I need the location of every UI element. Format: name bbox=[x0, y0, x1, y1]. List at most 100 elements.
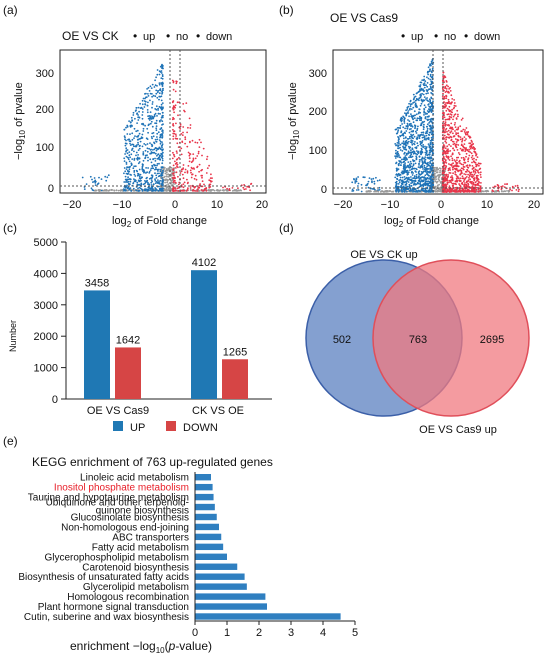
volcano-point bbox=[439, 171, 441, 174]
volcano-point bbox=[194, 157, 197, 160]
volcano-point bbox=[133, 127, 136, 130]
volcano-point bbox=[141, 111, 144, 113]
volcano-point bbox=[426, 168, 428, 171]
volcano-point bbox=[422, 144, 425, 146]
volcano-point bbox=[408, 120, 411, 122]
legend-no-dot: • bbox=[434, 29, 438, 43]
volcano-point bbox=[426, 182, 429, 185]
volcano-point bbox=[147, 101, 149, 104]
volcano-point bbox=[161, 111, 164, 114]
volcano-point bbox=[417, 98, 419, 101]
volcano-point bbox=[468, 176, 470, 179]
volcano-point bbox=[454, 182, 457, 185]
volcano-point bbox=[453, 104, 456, 107]
volcano-point bbox=[94, 189, 97, 192]
volcano-point bbox=[124, 189, 127, 192]
volcano-point bbox=[444, 177, 446, 180]
b-ytick: 100 bbox=[309, 145, 327, 157]
volcano-point bbox=[444, 131, 447, 133]
volcano-point bbox=[129, 142, 131, 145]
volcano-point bbox=[105, 189, 107, 192]
volcano-point bbox=[445, 127, 448, 130]
volcano-point bbox=[403, 156, 406, 159]
volcano-point bbox=[161, 81, 164, 84]
volcano-point bbox=[412, 137, 414, 140]
volcano-point bbox=[414, 183, 417, 186]
volcano-point bbox=[134, 179, 137, 181]
volcano-point bbox=[176, 163, 179, 166]
volcano-point bbox=[174, 187, 177, 190]
volcano-point bbox=[124, 175, 127, 178]
volcano-point bbox=[141, 190, 144, 192]
volcano-point bbox=[130, 153, 133, 156]
volcano-point bbox=[400, 120, 403, 123]
volcano-point bbox=[424, 154, 427, 156]
volcano-point bbox=[360, 183, 363, 186]
volcano-point bbox=[138, 157, 141, 160]
volcano-point bbox=[161, 77, 164, 80]
volcano-point bbox=[423, 108, 425, 110]
volcano-point bbox=[152, 167, 155, 170]
volcano-point bbox=[443, 138, 446, 140]
volcano-point bbox=[123, 181, 126, 183]
volcano-point bbox=[427, 136, 430, 139]
volcano-point bbox=[173, 130, 176, 133]
volcano-point bbox=[186, 182, 189, 185]
venn-label-oe-vs-cas9: OE VS Cas9 up bbox=[419, 424, 497, 436]
volcano-point bbox=[192, 159, 195, 161]
volcano-point bbox=[136, 170, 139, 173]
volcano-point bbox=[454, 122, 456, 124]
volcano-point bbox=[159, 134, 162, 137]
volcano-point bbox=[432, 143, 435, 146]
volcano-point bbox=[473, 173, 476, 176]
volcano-point bbox=[475, 163, 477, 166]
volcano-point bbox=[475, 183, 477, 186]
volcano-point bbox=[424, 151, 427, 154]
a-ytick: 0 bbox=[48, 183, 54, 195]
volcano-point bbox=[419, 185, 422, 188]
volcano-point bbox=[410, 180, 413, 182]
volcano-point bbox=[471, 165, 474, 167]
volcano-point bbox=[154, 122, 157, 125]
volcano-point bbox=[430, 183, 432, 185]
volcano-point bbox=[123, 172, 125, 175]
volcano-point bbox=[449, 90, 452, 92]
volcano-point bbox=[423, 84, 426, 86]
volcano-point bbox=[412, 121, 415, 124]
volcano-point bbox=[407, 171, 410, 174]
bar bbox=[115, 347, 141, 399]
volcano-point bbox=[423, 96, 426, 98]
volcano-point bbox=[149, 152, 152, 155]
volcano-point bbox=[98, 190, 100, 192]
volcano-point bbox=[459, 169, 462, 172]
volcano-point bbox=[420, 144, 423, 147]
volcano-point bbox=[463, 173, 466, 175]
volcano-point bbox=[429, 151, 431, 154]
volcano-point bbox=[429, 139, 432, 142]
volcano-point bbox=[147, 156, 149, 159]
volcano-point bbox=[476, 156, 479, 159]
volcano-point bbox=[429, 177, 431, 179]
volcano-point bbox=[416, 119, 419, 122]
volcano-point bbox=[224, 189, 227, 191]
volcano-point bbox=[399, 127, 401, 130]
volcano-point bbox=[446, 130, 448, 133]
volcano-point bbox=[201, 154, 203, 157]
volcano-point bbox=[443, 175, 445, 178]
volcano-point bbox=[137, 162, 140, 165]
volcano-point bbox=[367, 186, 370, 189]
volcano-point bbox=[497, 189, 499, 192]
volcano-point bbox=[162, 87, 164, 90]
volcano-point bbox=[137, 149, 140, 152]
volcano-point bbox=[468, 148, 470, 151]
volcano-point bbox=[410, 122, 412, 125]
volcano-point bbox=[467, 179, 470, 182]
volcano-point bbox=[454, 105, 457, 107]
volcano-point bbox=[406, 127, 409, 130]
volcano-point bbox=[450, 130, 453, 133]
volcano-point bbox=[422, 176, 425, 179]
volcano-point bbox=[140, 136, 143, 139]
volcano-point bbox=[448, 91, 450, 94]
volcano-point bbox=[468, 164, 471, 167]
volcano-point bbox=[135, 154, 137, 157]
